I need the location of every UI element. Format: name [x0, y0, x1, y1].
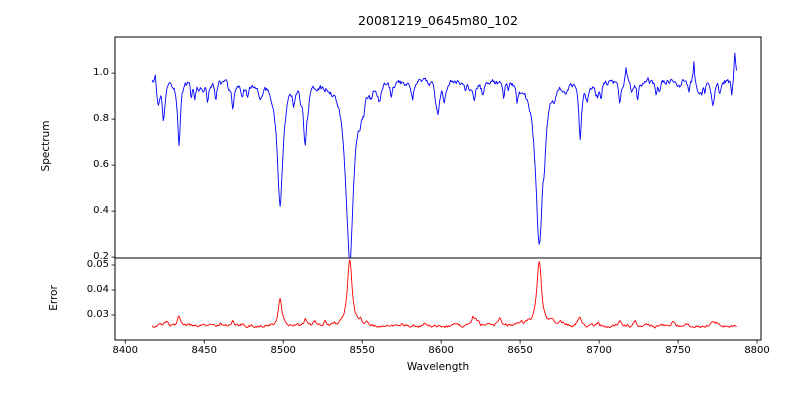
spectrum-panel-border: [114, 36, 762, 259]
x-tick-label: 8550: [349, 345, 375, 356]
chart-title: 20081219_0645m80_102: [358, 13, 518, 28]
spectrum-y-tick-label: 0.6: [93, 159, 109, 171]
x-tick-label: 8400: [112, 345, 138, 356]
spectrum-y-tick-label: 1.0: [93, 67, 109, 79]
x-tick-label: 8800: [744, 345, 770, 356]
error-y-tick-label: 0.04: [86, 284, 109, 295]
x-tick-label: 8450: [191, 345, 217, 356]
x-tick-label: 8750: [665, 345, 691, 356]
x-tick-label: 8600: [428, 345, 454, 356]
x-tick-label: 8500: [270, 345, 296, 356]
x-tick-label: 8650: [507, 345, 533, 356]
error-y-tick-label: 0.03: [86, 309, 109, 320]
error-line: [151, 259, 737, 329]
error-y-axis-label: Error: [48, 285, 60, 311]
x-tick-label: 8700: [586, 345, 612, 356]
spectrum-line: [151, 52, 737, 258]
error-panel-border: [114, 257, 762, 341]
error-y-tick-label: 0.05: [86, 259, 109, 270]
spectrum-y-tick-label: 0.8: [93, 113, 109, 125]
spectrum-y-tick-label: 0.4: [93, 205, 109, 217]
spectrum-y-tick-label: 0.2: [93, 251, 109, 263]
spectrum-y-axis-label: Spectrum: [40, 120, 52, 172]
x-axis-label: Wavelength: [406, 361, 470, 373]
